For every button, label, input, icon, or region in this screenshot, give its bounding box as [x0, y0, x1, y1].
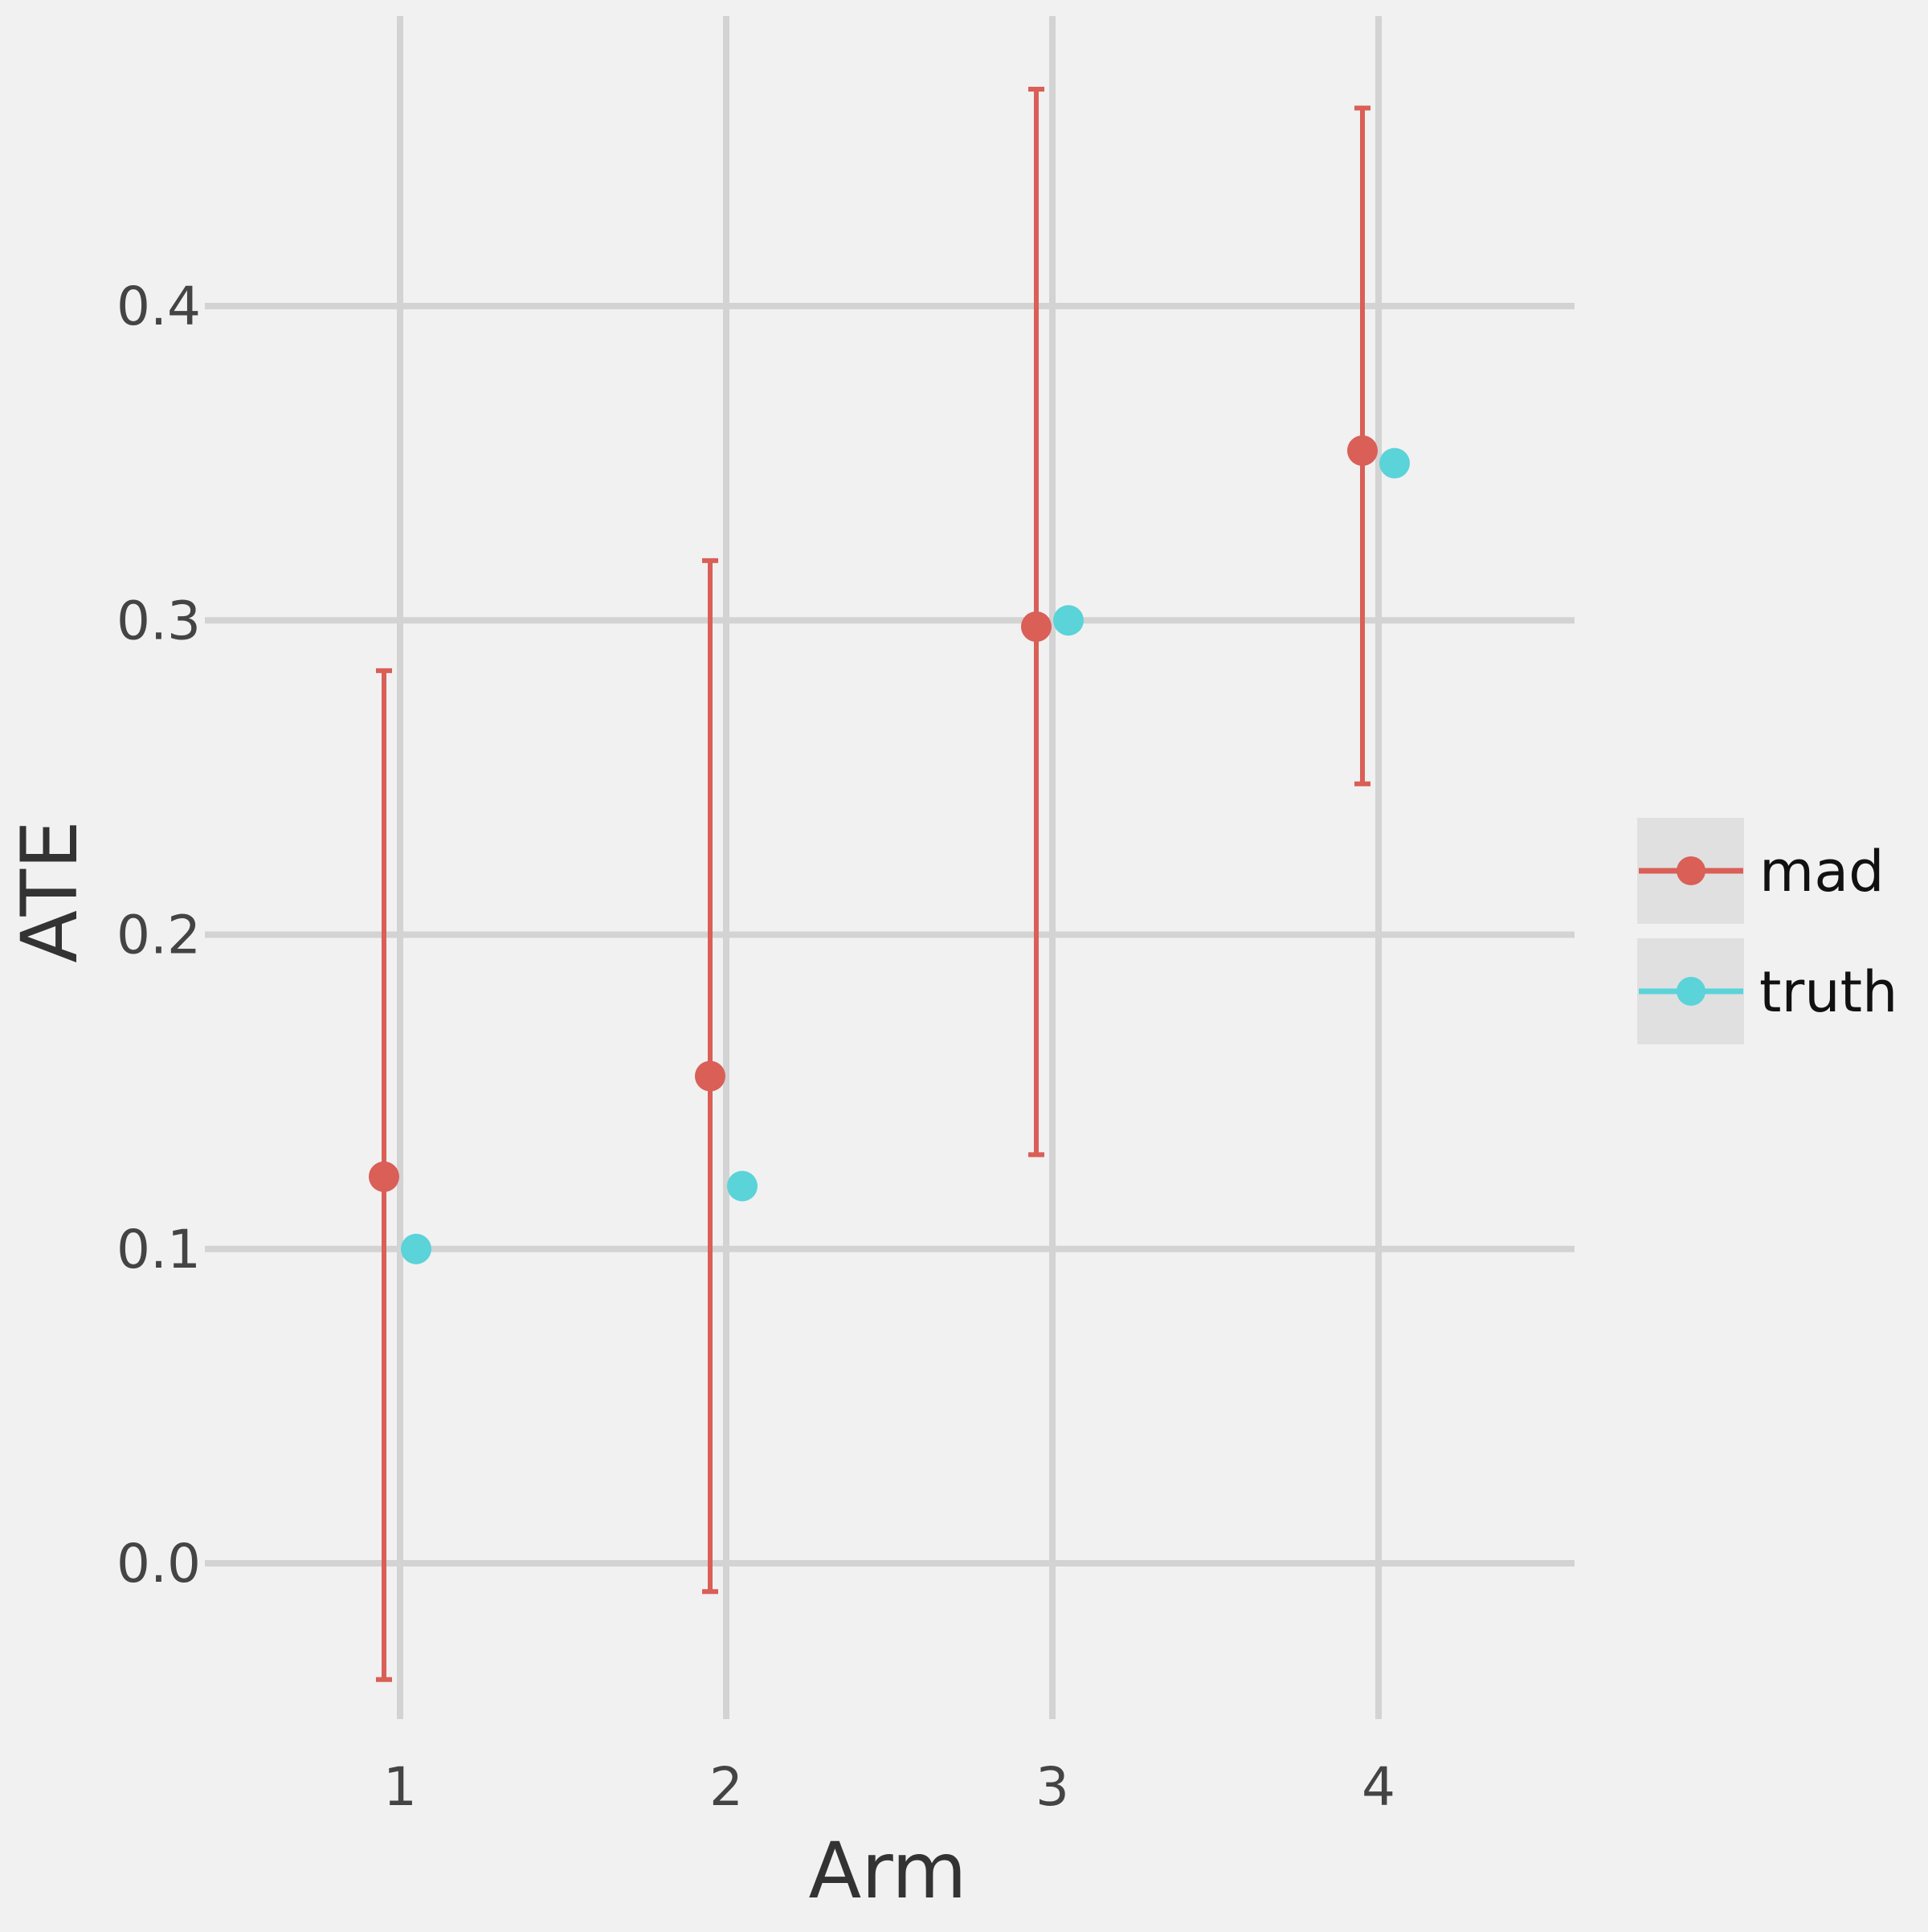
y-tick-label: 0.4 — [116, 276, 201, 337]
truth-point — [1379, 447, 1410, 479]
y-tick-label: 0.1 — [116, 1219, 201, 1281]
x-tick-label: 4 — [1362, 1756, 1395, 1818]
mad-point — [1021, 611, 1052, 643]
y-tick-label: 0.0 — [116, 1533, 201, 1595]
x-axis-title: Arm — [809, 1826, 967, 1916]
mad-point — [695, 1060, 725, 1092]
legend: mad truth — [1637, 818, 1897, 1044]
truth-point — [401, 1233, 431, 1264]
y-tick-label: 0.2 — [116, 905, 201, 966]
legend-key-point — [1677, 977, 1705, 1006]
legend-label-mad: mad — [1759, 839, 1885, 905]
y-tick-label: 0.3 — [116, 590, 201, 651]
truth-point — [1053, 605, 1084, 636]
point-layer — [369, 435, 1410, 1264]
grid-layer — [205, 16, 1575, 1719]
tick-label-layer: 1 2 3 4 0.0 0.1 0.2 0.3 0.4 — [116, 276, 1395, 1818]
legend-label-truth: truth — [1759, 959, 1897, 1025]
y-axis-title: ATE — [5, 820, 95, 963]
truth-point — [727, 1170, 758, 1202]
mad-point — [369, 1161, 399, 1192]
mad-point — [1347, 435, 1378, 466]
x-tick-label: 3 — [1035, 1756, 1069, 1818]
x-tick-label: 2 — [709, 1756, 743, 1818]
x-tick-label: 1 — [383, 1756, 417, 1818]
errorbar-layer — [376, 87, 1370, 1682]
legend-key-point — [1677, 856, 1705, 885]
